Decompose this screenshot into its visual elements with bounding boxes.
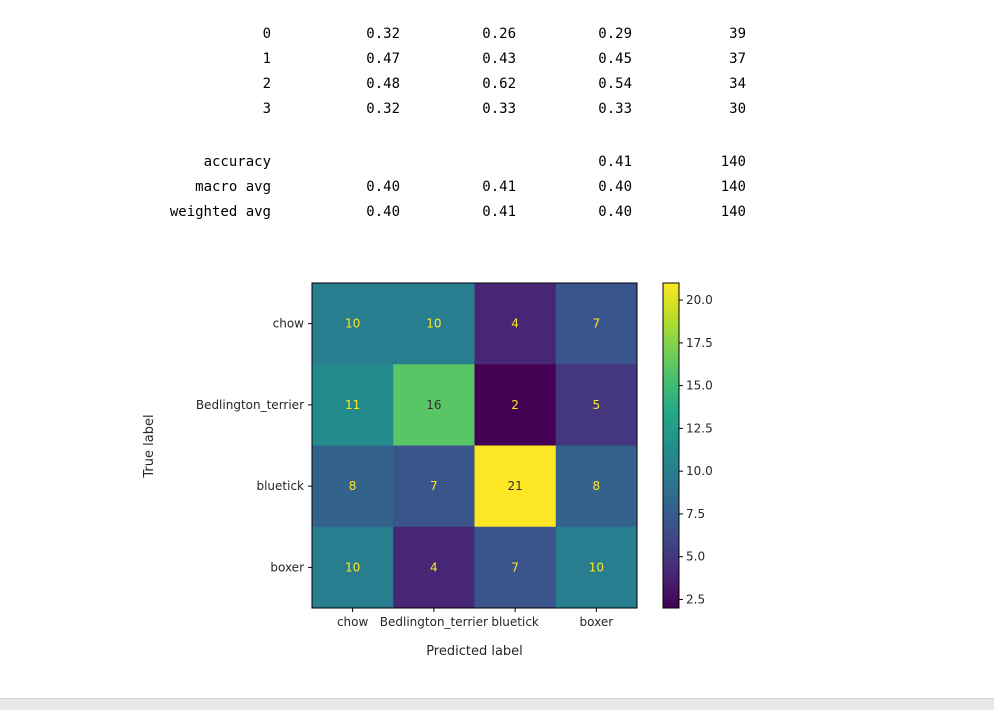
- heatmap-cell: [474, 445, 557, 528]
- row-label: 1: [262, 51, 271, 67]
- row-label: 2: [262, 76, 271, 92]
- report-summary-row: accuracy 0.41 140: [0, 154, 800, 176]
- recall-value: 0.41: [482, 179, 516, 195]
- heatmap-cell: [474, 526, 557, 609]
- heatmap-cell: [312, 445, 394, 528]
- support-value: 37: [729, 51, 746, 67]
- y-tick-label: Bedlington_terrier: [196, 398, 304, 412]
- cell-value-label: 7: [511, 560, 519, 574]
- precision-value: 0.32: [366, 26, 400, 42]
- report-row: 3 0.32 0.33 0.33 30: [0, 101, 800, 123]
- plot-frame: [311, 282, 638, 609]
- cell-value-label: 16: [426, 398, 441, 412]
- cell-value-label: 10: [345, 317, 360, 331]
- heatmap-cell: [474, 364, 557, 446]
- cell-value-label: 10: [426, 317, 441, 331]
- row-label: macro avg: [195, 179, 271, 195]
- heatmap-cell: [555, 283, 638, 365]
- support-value: 30: [729, 101, 746, 117]
- precision-value: 0.48: [366, 76, 400, 92]
- y-tick-label: boxer: [270, 560, 304, 574]
- f1-value: 0.54: [598, 76, 632, 92]
- f1-value: 0.29: [598, 26, 632, 42]
- colorbar-tick-label: 10.0: [686, 464, 713, 478]
- f1-value: 0.40: [598, 179, 632, 195]
- report-summary-row: macro avg 0.40 0.41 0.40 140: [0, 179, 800, 201]
- heatmap-cell: [393, 283, 475, 365]
- report-summary-row: weighted avg 0.40 0.41 0.40 140: [0, 204, 800, 226]
- recall-value: 0.26: [482, 26, 516, 42]
- colorbar-tick-label: 15.0: [686, 379, 713, 393]
- cell-value-label: 11: [345, 398, 360, 412]
- support-value: 140: [720, 154, 746, 170]
- x-axis-label: Predicted label: [426, 644, 523, 659]
- colorbar: [662, 282, 680, 609]
- heatmap-cell: [474, 283, 557, 365]
- heatmap-cell: [555, 526, 638, 609]
- x-tick-label: bluetick: [491, 615, 539, 629]
- cell-value-label: 8: [593, 479, 601, 493]
- f1-value: 0.45: [598, 51, 632, 67]
- report-row: 1 0.47 0.43 0.45 37: [0, 51, 800, 73]
- y-tick-label: bluetick: [256, 479, 304, 493]
- heatmap-cell: [393, 364, 475, 446]
- cell-value-label: 2: [511, 398, 519, 412]
- colorbar-tick-label: 12.5: [686, 421, 713, 435]
- report-row: 2 0.48 0.62 0.54 34: [0, 76, 800, 98]
- heatmap-cell: [312, 526, 394, 609]
- colorbar-tick-label: 20.0: [686, 293, 713, 307]
- f1-value: 0.40: [598, 204, 632, 220]
- heatmap-cell: [312, 283, 394, 365]
- precision-value: 0.32: [366, 101, 400, 117]
- cell-value-label: 5: [593, 398, 601, 412]
- x-tick-label: Bedlington_terrier: [380, 615, 488, 629]
- row-label: weighted avg: [169, 204, 271, 220]
- x-tick-label: boxer: [580, 615, 614, 629]
- cell-value-label: 8: [349, 479, 357, 493]
- precision-value: 0.40: [366, 179, 400, 195]
- heatmap-cell: [555, 364, 638, 446]
- cell-value-label: 7: [593, 317, 601, 331]
- colorbar-tick-label: 2.5: [686, 592, 705, 606]
- heatmap-cell: [312, 364, 394, 446]
- heatmap-cell: [393, 445, 475, 528]
- cell-value-label: 4: [430, 560, 438, 574]
- support-value: 39: [729, 26, 746, 42]
- heatmap-cells: 10 10 4 7 11 16 2 5 8 7 21 8 10 4 7 10: [312, 283, 638, 609]
- colorbar-ticks: 2.5 5.0 7.5 10.0 12.5 15.0 17.5 20.0: [679, 293, 713, 606]
- cell-value-label: 10: [345, 560, 360, 574]
- colorbar-tick-label: 5.0: [686, 550, 705, 564]
- cell-value-label: 21: [507, 479, 522, 493]
- cell-value-label: 4: [511, 317, 519, 331]
- support-value: 140: [720, 179, 746, 195]
- heatmap-cell: [555, 445, 638, 528]
- cell-value-label: 7: [430, 479, 438, 493]
- precision-value: 0.47: [366, 51, 400, 67]
- recall-value: 0.33: [482, 101, 516, 117]
- report-row: 0 0.32 0.26 0.29 39: [0, 26, 800, 48]
- x-tick-label: chow: [337, 615, 369, 629]
- recall-value: 0.62: [482, 76, 516, 92]
- recall-value: 0.43: [482, 51, 516, 67]
- heatmap-cell: [393, 526, 475, 609]
- cell-value-label: 10: [589, 560, 604, 574]
- precision-value: 0.40: [366, 204, 400, 220]
- support-value: 140: [720, 204, 746, 220]
- y-tick-label: chow: [273, 317, 305, 331]
- colorbar-tick-label: 17.5: [686, 336, 713, 350]
- f1-value: 0.41: [598, 154, 632, 170]
- row-label: 3: [262, 101, 271, 117]
- recall-value: 0.41: [482, 204, 516, 220]
- row-label: 0: [262, 26, 271, 42]
- bottom-scrollbar[interactable]: [0, 698, 994, 710]
- support-value: 34: [729, 76, 746, 92]
- row-label: accuracy: [203, 154, 271, 170]
- colorbar-tick-label: 7.5: [686, 507, 705, 521]
- y-axis-label: True label: [142, 414, 157, 478]
- f1-value: 0.33: [598, 101, 632, 117]
